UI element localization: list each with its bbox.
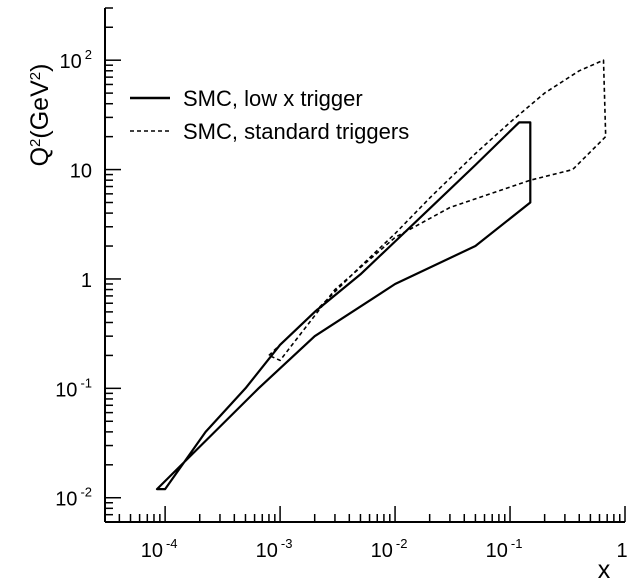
y-tick-label: 1 (81, 270, 92, 292)
y-tick-label: 10 -1 (55, 375, 92, 401)
series-low-x-trigger-outline (155, 121, 532, 491)
series-layer (155, 59, 607, 491)
y-tick-label: 10 2 (60, 47, 92, 73)
x-ticks: 10 -4 10 -3 10 -2 10 -1 1 (104, 506, 628, 562)
legend-label-low-x: SMC, low x trigger (183, 86, 363, 111)
y-label-sup1: 2 (27, 139, 44, 147)
x-tick-label: 10 -1 (486, 536, 523, 562)
x-axis-label: x (598, 556, 611, 581)
y-label-unit-close: ) (26, 64, 54, 72)
legend: SMC, low x trigger SMC, standard trigger… (130, 86, 409, 144)
y-tick-label: 10 -2 (55, 485, 92, 511)
x-tick-label: 10 -4 (141, 536, 178, 562)
y-tick-label: 10 (70, 161, 92, 183)
series-standard-triggers-outline (268, 59, 607, 362)
y-axis-label: Q2(GeV2) (26, 64, 54, 167)
y-ticks: 10 -2 10 -1 1 10 10 2 (55, 7, 121, 523)
x-tick-label: 1 (616, 540, 627, 562)
x-tick-label: 10 -3 (256, 536, 293, 562)
legend-label-standard: SMC, standard triggers (183, 119, 409, 144)
y-label-base: Q (26, 147, 54, 166)
y-label-sup2: 2 (27, 72, 44, 80)
x-tick-label: 10 -2 (371, 536, 408, 562)
y-label-unit-open: (GeV (26, 80, 54, 139)
